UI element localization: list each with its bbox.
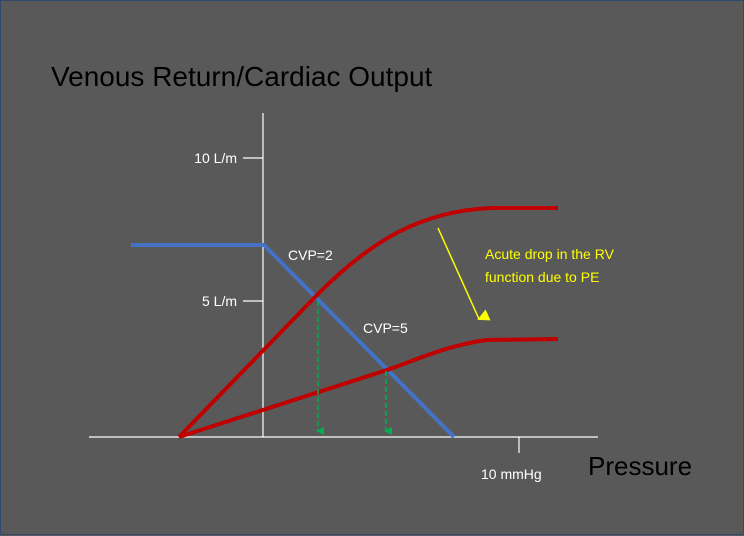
label-cvp-2: CVP=2 [288,247,333,263]
venous-return-line [131,243,456,439]
annotation-line-1: Acute drop in the RV [485,246,615,262]
annotation-line-2: function due to PE [485,269,599,285]
label-cvp-5: CVP=5 [363,320,408,336]
y-tick-10-label: 10 L/m [194,150,237,166]
annotation-arrow [437,227,491,321]
x-axis-label: Pressure [588,451,692,481]
y-tick-5-label: 5 L/m [202,293,237,309]
cardiac-output-curve-normal [177,206,558,439]
x-tick-label: 10 mmHg [481,466,542,482]
diagram-title: Venous Return/Cardiac Output [51,61,433,92]
cardiac-output-curve-pe [178,337,559,439]
